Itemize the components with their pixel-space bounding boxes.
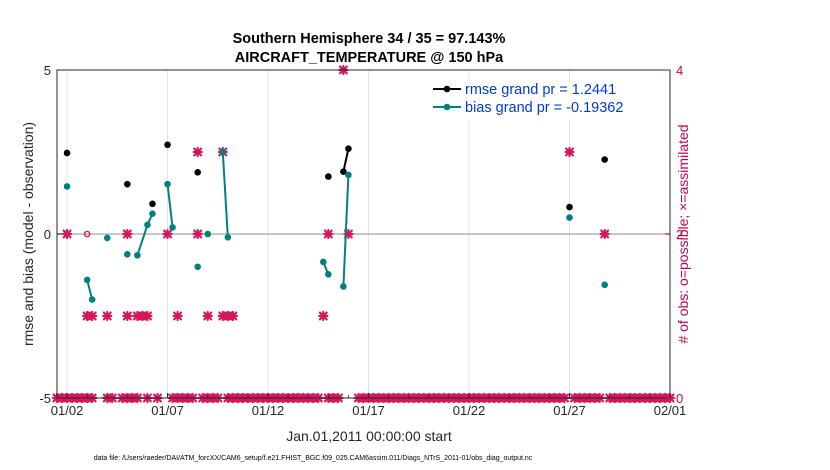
x-tick-label: 02/01: [654, 403, 687, 418]
bias-point: [144, 221, 151, 229]
bias-point: [83, 276, 91, 284]
rmse-point: [149, 200, 156, 208]
bias-point: [134, 252, 141, 259]
bias-point: [204, 230, 212, 238]
obs-assimilated-marker: [172, 310, 183, 322]
bias-point: [219, 148, 227, 156]
y2-tick-label: 4: [676, 63, 683, 78]
bias-line-segment: [342, 174, 350, 287]
legend: rmse grand pr = 1.2441 bias grand pr = -…: [426, 81, 646, 119]
rmse-point: [601, 156, 608, 163]
rmse-point: [345, 145, 352, 153]
bias-point: [325, 271, 332, 278]
obs-assimilated-marker: [87, 310, 98, 322]
obs-assimilated-marker: [227, 310, 238, 322]
y-tick-label: 5: [44, 63, 51, 78]
data-file-footer: data file: /Users/raeder/DAI/ATM_forcXX/…: [94, 455, 533, 462]
obs-assimilated-marker: [102, 310, 113, 322]
obs-assimilated-marker: [142, 310, 153, 322]
obs-possible-marker: [83, 230, 91, 238]
bias-point: [320, 258, 327, 266]
x-tick-label: 01/17: [352, 403, 385, 418]
bias-line-segment: [166, 184, 174, 228]
rmse-point: [340, 168, 347, 175]
y-axis-label: rmse and bias (model - observation): [20, 122, 36, 346]
obs-assimilated-marker: [318, 310, 329, 322]
rmse-point: [566, 203, 573, 211]
bias-point: [88, 296, 96, 303]
rmse-line-segment: [342, 148, 350, 172]
x-tick-label: 01/07: [151, 403, 184, 418]
y2-tick-label: 2: [676, 227, 683, 242]
bias-point: [601, 281, 608, 289]
y2-tick-label: 0: [676, 391, 683, 406]
obs-assimilated-marker: [192, 228, 203, 240]
x-tick-label: 01/27: [553, 403, 586, 418]
legend-rmse-marker: [443, 85, 451, 93]
bias-point: [149, 210, 156, 217]
bias-point: [103, 234, 111, 242]
y2-axis-label: # of obs: o=possible; ×=assimilated: [675, 124, 691, 343]
obs-assimilated-marker: [564, 146, 575, 158]
bias-point: [345, 171, 352, 179]
bias-point: [169, 224, 176, 231]
rmse-point: [194, 169, 201, 176]
bias-point: [164, 180, 171, 188]
obs-assimilated-marker: [162, 228, 173, 240]
bias-point: [566, 214, 573, 221]
obs-assimilated-marker: [323, 228, 334, 240]
x-tick-label: 01/02: [51, 403, 84, 418]
legend-box: [426, 81, 646, 119]
rmse-point: [164, 141, 171, 149]
y-tick-label: 0: [44, 227, 51, 242]
bias-point: [340, 283, 347, 290]
obs-assimilated-marker: [192, 146, 203, 158]
x-axis-label: Jan.01,2011 00:00:00 start: [286, 428, 452, 444]
obs-assimilated-marker: [122, 310, 133, 322]
x-tick-label: 01/12: [252, 403, 285, 418]
y-tick-label: -5: [39, 391, 51, 406]
bias-point: [224, 233, 232, 241]
axes: 01/02 01/07 01/12 01/17 01/22 01/27 02/01 -5 0 5 0…: [39, 63, 686, 418]
obs-assimilated-marker: [122, 228, 133, 240]
obs-assimilated-marker: [202, 310, 213, 322]
rmse-point: [124, 180, 131, 188]
bias-line-segment: [221, 151, 229, 238]
bias-point: [63, 183, 71, 190]
bias-point: [194, 263, 201, 271]
chart-title: Southern Hemisphere 34 / 35 = 97.143%: [233, 31, 506, 47]
legend-rmse-label: rmse grand pr = 1.2441: [465, 82, 616, 98]
bias-point: [124, 251, 131, 258]
rmse-point: [63, 149, 71, 157]
x-tick-label: 01/22: [453, 403, 486, 418]
legend-bias-marker: [443, 103, 451, 111]
rmse-point: [325, 173, 332, 180]
bias-line-segment: [86, 279, 94, 300]
obs-assimilated-marker: [599, 228, 610, 240]
legend-bias-label: bias grand pr = -0.19362: [465, 100, 623, 116]
obs-assimilated-marker: [61, 228, 73, 240]
chart-subtitle: AIRCRAFT_TEMPERATURE @ 150 hPa: [235, 50, 504, 66]
